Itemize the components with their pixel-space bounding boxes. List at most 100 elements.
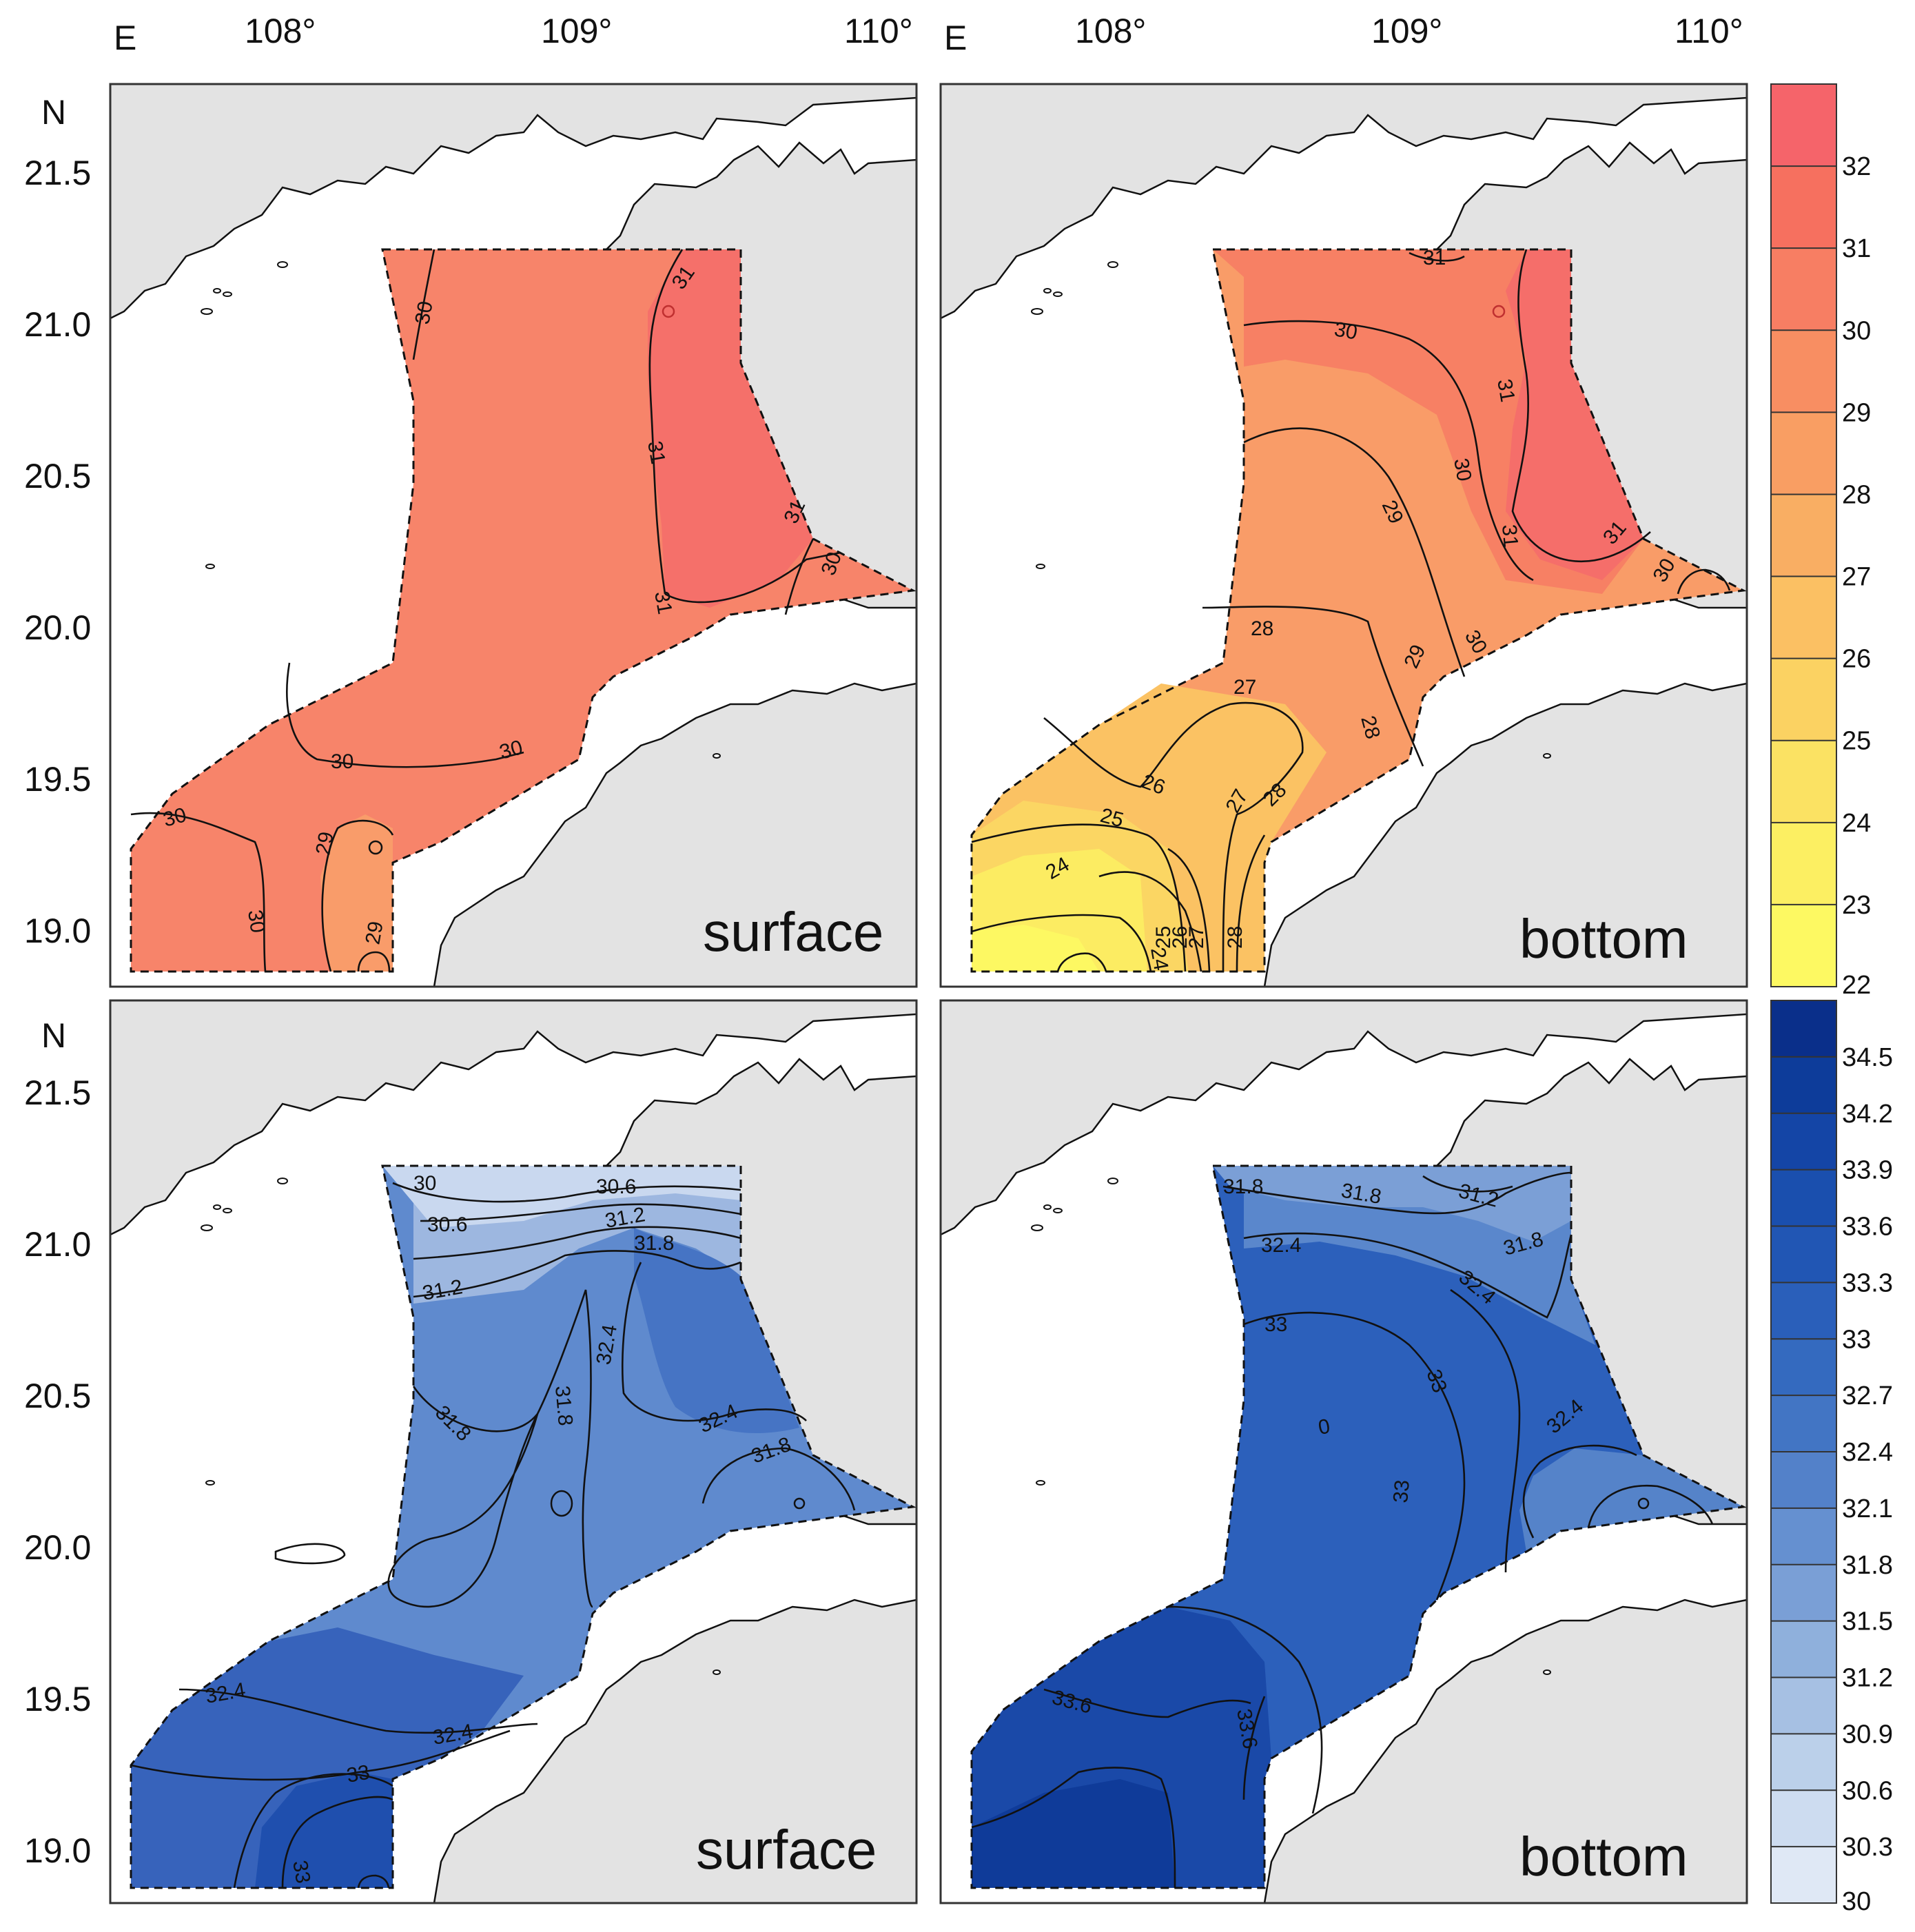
contour-label: 27 bbox=[1185, 926, 1208, 949]
sal-surface-contour bbox=[130, 1729, 511, 1781]
contour-label: 33 bbox=[1389, 1479, 1414, 1503]
panel-salinity-bottom: 31.8 31.8 31.2 32.4 31.8 32.4 33 33 0 32… bbox=[939, 999, 1748, 1904]
sal-surface-contour bbox=[420, 1203, 741, 1222]
colorbar-swatch bbox=[1771, 1734, 1836, 1791]
lon-tick-108-left: 108° bbox=[245, 12, 316, 50]
contour-label: 30 bbox=[1449, 456, 1475, 483]
lat-tick-21.5-top: 21.5 bbox=[24, 154, 91, 192]
temp-surface-contour bbox=[130, 812, 267, 972]
colorbar-tick-label: 22 bbox=[1842, 971, 1871, 1000]
colorbar-swatch bbox=[1771, 330, 1836, 413]
colorbar-tick-label: 28 bbox=[1842, 480, 1871, 509]
temp-bottom-contour bbox=[1243, 427, 1466, 677]
contour-label: 30.6 bbox=[596, 1175, 636, 1198]
sal-bottom-east-low bbox=[1519, 1448, 1743, 1552]
panel-temperature-surface: 30 31 31 31 31 30 30 30 30 29 30 29 surf… bbox=[109, 83, 918, 988]
temp-surface-contour bbox=[321, 819, 394, 972]
panel-frame bbox=[939, 83, 1748, 988]
sal-surface-region-outline bbox=[130, 1164, 916, 1889]
colorbar-swatch bbox=[1771, 1508, 1836, 1565]
sal-bottom-contour bbox=[1450, 1288, 1521, 1573]
contour-label: 25 bbox=[1152, 926, 1175, 949]
colorbar-swatch bbox=[1771, 248, 1836, 331]
colorbar-swatch bbox=[1771, 84, 1836, 167]
lon-tick-108-right: 108° bbox=[1075, 12, 1146, 50]
colorbar-tick-label: 32 bbox=[1842, 152, 1871, 181]
sal-surface-contour bbox=[413, 1226, 741, 1260]
colorbar-swatch bbox=[1771, 412, 1836, 495]
contour-label: 31.8 bbox=[551, 1385, 577, 1427]
temp-surface-contour bbox=[648, 249, 684, 595]
colorbar-swatch bbox=[1771, 166, 1836, 249]
sal-surface-contour bbox=[281, 1796, 393, 1889]
panel-frame bbox=[939, 999, 1748, 1904]
sal-bottom-band-top2 bbox=[1213, 1166, 1571, 1242]
colorbar-tick-label: 30.9 bbox=[1842, 1720, 1893, 1749]
colorbar-tick-label: 26 bbox=[1842, 645, 1871, 674]
sal-surface-contour bbox=[392, 1182, 741, 1203]
temp-bottom-core-22 bbox=[972, 925, 1099, 972]
lat-prefix-top: N bbox=[41, 93, 66, 132]
temp-bottom-contour bbox=[1202, 606, 1424, 767]
colorbar-swatch bbox=[1771, 1169, 1836, 1226]
temp-surface-core-31 bbox=[648, 249, 813, 608]
colorbar-swatch bbox=[1771, 658, 1836, 741]
temp-bottom-core-31 bbox=[1506, 249, 1643, 580]
colorbar-salinity-labels: 34.5 34.2 33.9 33.6 33.3 33 32.7 32.4 32.1 31.8 31… bbox=[1771, 1043, 1893, 1916]
temp-surface-contour bbox=[664, 551, 841, 604]
colorbar-tick-label: 33.6 bbox=[1842, 1213, 1893, 1242]
sal-bottom-contour bbox=[1243, 1232, 1573, 1319]
sal-surface-south-33 bbox=[131, 1627, 524, 1888]
colorbar-swatch bbox=[1771, 1226, 1836, 1283]
sal-bottom-contour bbox=[1242, 1696, 1266, 1800]
colorbar-tick-label: 32.7 bbox=[1842, 1381, 1893, 1410]
colorbar-swatch bbox=[1771, 1564, 1836, 1622]
lon-prefix-left: E bbox=[114, 19, 136, 57]
lat-tick-20.5-top: 20.5 bbox=[24, 457, 91, 495]
colorbar-tick-label: 31.8 bbox=[1842, 1551, 1893, 1580]
contour-label: 30 bbox=[413, 1172, 436, 1195]
colorbar-tick-label: 31 bbox=[1842, 234, 1871, 263]
lat-tick-21.5-bottom: 21.5 bbox=[24, 1073, 91, 1112]
colorbar-tick-label: 30.6 bbox=[1842, 1776, 1893, 1805]
sal-surface-contour bbox=[550, 1490, 573, 1517]
panel-temperature-bottom: 31 30 31 30 29 31 31 30 30 28 29 27 28 2… bbox=[939, 83, 1748, 988]
lat-tick-20.0-top: 20.0 bbox=[24, 608, 91, 647]
sal-surface-contour bbox=[412, 1289, 594, 1608]
colorbar-swatch bbox=[1771, 576, 1836, 659]
colorbar-swatch bbox=[1771, 1339, 1836, 1396]
colorbar-swatch bbox=[1771, 904, 1836, 987]
contour-label: 0 bbox=[1316, 1415, 1331, 1439]
contour-label: 31 bbox=[650, 589, 676, 616]
panel-frame bbox=[109, 999, 918, 1904]
colorbar-temperature-labels: 32 31 30 29 28 27 26 25 24 23 22 bbox=[1771, 152, 1871, 1000]
colorbar-swatch bbox=[1771, 822, 1836, 905]
colorbar-swatch bbox=[1771, 740, 1836, 823]
contour-label: 31 bbox=[1423, 247, 1446, 269]
temp-surface-contour bbox=[662, 305, 675, 318]
temp-bottom-contour bbox=[1236, 834, 1266, 972]
colorbar-swatch bbox=[1771, 1395, 1836, 1452]
lon-prefix-right: E bbox=[944, 19, 967, 57]
lat-axis-top: N 21.5 21.0 20.5 20.0 19.5 19.0 bbox=[24, 93, 91, 950]
colorbar-swatch bbox=[1771, 1677, 1836, 1734]
lat-tick-20.0-bottom: 20.0 bbox=[24, 1528, 91, 1567]
temp-surface-contour bbox=[286, 662, 524, 768]
lat-tick-19.5-bottom: 19.5 bbox=[24, 1680, 91, 1718]
colorbar-frame bbox=[1770, 83, 1837, 987]
sal-bottom-contour bbox=[1043, 1688, 1251, 1718]
sal-surface-contour bbox=[387, 1413, 539, 1608]
colorbar-tick-label: 27 bbox=[1842, 563, 1871, 592]
lat-tick-19.0-bottom: 19.0 bbox=[24, 1831, 91, 1870]
temp-surface-region-outline bbox=[130, 248, 916, 973]
colorbar-tick-label: 30.3 bbox=[1842, 1833, 1893, 1862]
colorbar-tick-label: 25 bbox=[1842, 727, 1871, 756]
temp-bottom-region-outline bbox=[970, 248, 1747, 973]
temp-surface-contour bbox=[357, 951, 391, 972]
colorbar-tick-label: 30 bbox=[1842, 1887, 1871, 1916]
colorbar-tick-label: 32.4 bbox=[1842, 1438, 1893, 1467]
colorbar-salinity: 34.5 34.2 33.9 33.6 33.3 33 32.7 32.4 32.1 31.8 31… bbox=[1770, 1000, 1893, 1916]
sal-surface-contour bbox=[702, 1447, 856, 1511]
temp-bottom-contour bbox=[1098, 871, 1202, 972]
